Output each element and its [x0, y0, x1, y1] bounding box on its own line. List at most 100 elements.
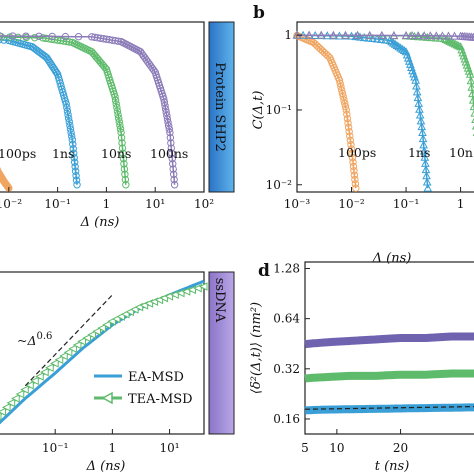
data-point-a-1-52: [63, 107, 72, 115]
data-point-a-3-64: [168, 149, 176, 158]
series-line-100ns-b: [297, 34, 474, 39]
panel-c-strip: ssDNA: [208, 271, 235, 435]
data-point-b-3-17: [450, 31, 459, 40]
curve-label-1ns-b: 1ns: [408, 145, 430, 160]
data-point-a-3-4: [9, 32, 17, 40]
data-point-b-1-16: [376, 34, 386, 43]
data-point-c-1-20: [87, 330, 96, 339]
data-point-b-1-54: [423, 183, 433, 192]
data-point-a-1-67: [71, 167, 80, 175]
tick-label-b-x-2: 10⁻¹: [393, 197, 419, 211]
data-point-b-0-28: [336, 79, 344, 88]
data-point-b-1-24: [396, 43, 405, 52]
data-point-a-3-7: [48, 32, 56, 41]
data-point-a-2-63: [118, 144, 127, 152]
data-point-c-1-9: [35, 372, 44, 381]
data-point-b-1-23: [394, 42, 404, 51]
tick-label-d-y-2: 0.32: [273, 362, 300, 376]
data-point-a-3-63: [167, 144, 176, 152]
data-point-a-3-60: [166, 128, 174, 137]
data-point-a-1-59: [67, 132, 76, 140]
tick-label-b-x-3: 1: [457, 197, 465, 211]
panel-c-frame: [0, 271, 205, 435]
data-point-c-1-15: [63, 348, 73, 357]
data-point-c-1-18: [77, 337, 86, 346]
panel-a-ticks: 10⁻² 10⁻¹ 1 10¹ 10²: [0, 187, 214, 211]
data-point-b-1-35: [410, 72, 419, 81]
panel-a-xlabel: Δ (ns): [80, 215, 120, 230]
data-point-b-1-33: [408, 66, 417, 75]
tick-label-d-y-3: 0.16: [273, 412, 300, 426]
data-point-a-2-66: [120, 160, 128, 168]
data-point-c-1-13: [54, 355, 64, 364]
series-line-s2-d: [304, 403, 474, 415]
data-point-b-2-28: [457, 45, 466, 54]
data-point-b-2-30: [459, 51, 469, 60]
data-point-b-2-37: [466, 76, 474, 85]
tick-label-c-x-1: 1: [109, 441, 117, 455]
data-point-b-3-13: [425, 31, 435, 40]
data-point-b-2-22: [447, 37, 456, 46]
data-point-b-3-12: [419, 31, 429, 40]
tick-label-a-x-0: 10⁻²: [0, 197, 22, 211]
data-point-a-3-8: [61, 32, 70, 41]
data-point-b-3-1: [304, 30, 314, 39]
panel-d-series-group: [304, 332, 474, 415]
tick-label-b-x-0: 10⁻³: [284, 197, 311, 211]
data-point-b-1-31: [405, 59, 415, 68]
data-point-c-1-14: [59, 351, 68, 361]
panel-c-series-group: [0, 279, 208, 425]
data-point-b-3-14: [432, 31, 441, 40]
panel-b-ticks: 10⁻³ 10⁻² 10⁻¹ 1 1 10⁻¹ 10⁻²: [266, 28, 465, 211]
panel-b-ylabel: C(Δ,t): [251, 91, 266, 130]
data-point-b-2-24: [450, 39, 460, 48]
panel-a-strip: Protein SHP2: [208, 21, 235, 193]
data-point-b-1-25: [398, 44, 407, 53]
data-point-a-1-56: [66, 121, 74, 130]
data-point-a-3-69: [170, 175, 178, 184]
data-point-a-1-51: [63, 103, 71, 112]
reference-dashed-line: [304, 405, 474, 410]
data-point-b-2-25: [452, 40, 462, 49]
data-point-a-2-9: [30, 33, 39, 42]
data-point-b-0-31: [338, 89, 347, 98]
data-point-c-1-2: [1, 403, 11, 412]
data-point-b-3-26: [470, 35, 474, 41]
data-point-a-1-66: [71, 163, 79, 171]
data-point-b-0-43: [346, 136, 355, 145]
data-point-b-3-15: [438, 31, 447, 40]
data-point-a-1-64: [70, 154, 78, 162]
tick-label-d-y-1: 0.64: [273, 312, 300, 326]
curve-label-10ns-a: 10ns: [101, 146, 131, 161]
protein-strip-box: [208, 21, 235, 193]
data-point-a-2-54: [113, 107, 122, 115]
data-point-a-3-59: [165, 125, 173, 133]
data-point-c-1-16: [68, 344, 77, 353]
tick-label-b-x-1: 10⁻²: [338, 197, 365, 211]
data-point-b-2-29: [458, 48, 468, 57]
data-point-b-1-29: [403, 53, 413, 62]
data-point-b-2-36: [465, 69, 474, 78]
data-point-c-1-12: [50, 359, 59, 368]
data-point-b-2-40: [468, 95, 474, 104]
data-point-b-3-6: [365, 30, 375, 39]
panel-c-xlabel: Δ (ns): [86, 459, 126, 474]
tick-label-a-x-4: 10²: [194, 197, 214, 211]
data-point-b-1-17: [381, 35, 390, 44]
panel-a-frame: [0, 21, 205, 193]
data-point-b-0-35: [341, 102, 350, 111]
panel-d: d 5 10 201.280.640.320.16 ⟨δ²(Δ,t)⟩ (nm²) …: [249, 261, 474, 474]
data-point-b-3-8: [389, 30, 399, 39]
data-point-b-2-34: [463, 63, 473, 72]
panel-a-series-group: [0, 32, 179, 192]
data-point-b-2-23: [448, 38, 458, 47]
data-point-b-1-26: [399, 45, 409, 55]
data-point-b-3-7: [377, 30, 387, 39]
data-point-a-3-5: [22, 32, 30, 40]
panel-b-xlabel: Δ (ns): [372, 251, 412, 266]
data-point-c-1-23: [102, 320, 111, 329]
data-point-b-0-45: [347, 145, 356, 153]
data-point-a-1-58: [67, 128, 75, 137]
data-point-c-1-3: [6, 398, 16, 408]
tick-label-b-y-2: 10⁻²: [266, 178, 293, 192]
